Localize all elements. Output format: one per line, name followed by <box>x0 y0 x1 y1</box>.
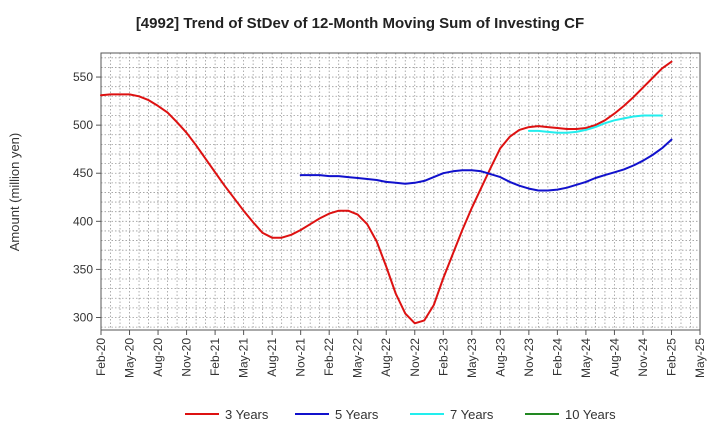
legend: 3 Years 5 Years 7 Years 10 Years <box>185 407 616 422</box>
series-lines <box>100 60 673 325</box>
x-tick-label: Nov-23 <box>522 338 536 377</box>
legend-label: 3 Years <box>225 407 269 422</box>
y-tick-label: 450 <box>73 166 93 180</box>
x-tick-label: Aug-23 <box>493 338 507 377</box>
legend-label: 10 Years <box>565 407 616 422</box>
x-tick-label: Nov-24 <box>636 338 650 377</box>
x-tick-label: Aug-20 <box>151 338 165 377</box>
x-tick-label: Feb-22 <box>322 338 336 376</box>
chart-title: [4992] Trend of StDev of 12-Month Moving… <box>136 15 584 32</box>
y-tick-label: 400 <box>73 214 93 228</box>
series-line-7-years <box>527 114 663 134</box>
x-tick-label: Feb-20 <box>94 338 108 376</box>
x-tick-label: Nov-21 <box>294 338 308 377</box>
grid <box>100 53 701 330</box>
x-tick-label: Aug-24 <box>607 338 621 377</box>
x-tick-label: May-23 <box>465 338 479 378</box>
x-tick-label: Feb-25 <box>664 338 678 376</box>
x-tick-label: May-22 <box>351 338 365 378</box>
x-tick-label: May-25 <box>693 338 707 378</box>
legend-label: 5 Years <box>335 407 379 422</box>
y-tick-label: 500 <box>73 118 93 132</box>
x-tick-label: Nov-22 <box>408 338 422 377</box>
x-tick-label: Aug-22 <box>379 338 393 377</box>
axes: 300 350 400 450 500 550 Feb-20 May-20 Aug-20 Nov-… <box>73 52 707 378</box>
x-tick-label: May-24 <box>579 338 593 378</box>
series-line-5-years <box>299 138 673 192</box>
y-tick-label: 350 <box>73 262 93 276</box>
x-tick-label: Feb-21 <box>208 338 222 376</box>
series-line-3-years <box>100 60 673 325</box>
y-axis-label: Amount (million yen) <box>7 133 22 252</box>
x-tick-label: May-21 <box>237 338 251 378</box>
x-tick-label: Feb-23 <box>436 338 450 376</box>
x-tick-label: Aug-21 <box>265 338 279 377</box>
x-tick-label: May-20 <box>123 338 137 378</box>
plot-frame <box>100 52 701 331</box>
y-tick-label: 550 <box>73 70 93 84</box>
x-tick-label: Nov-20 <box>180 338 194 377</box>
y-tick-label: 300 <box>73 310 93 324</box>
x-tick-label: Feb-24 <box>550 338 564 376</box>
legend-label: 7 Years <box>450 407 494 422</box>
